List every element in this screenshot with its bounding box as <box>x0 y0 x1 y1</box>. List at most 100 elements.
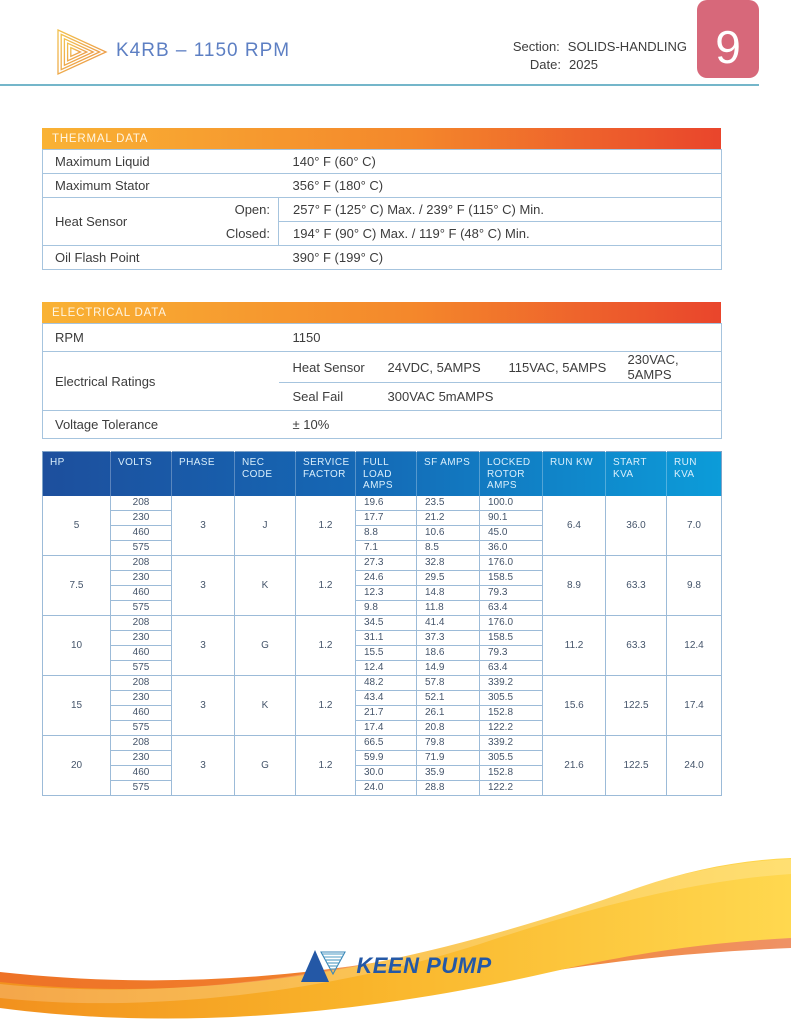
start-kva-cell: 122.5 <box>605 674 667 736</box>
motor-table-row: 10 208 3 G 1.2 34.5 41.4 176.0 11.2 63.3 12.4 <box>42 614 722 676</box>
volts-cell: 575 <box>110 659 172 676</box>
date-label: Date: <box>529 57 561 72</box>
thermal-data-title-bar: THERMAL DATA <box>42 128 721 149</box>
volts-cell: 460 <box>110 524 172 541</box>
full-load-amps-cell: 66.5 <box>355 734 417 751</box>
sf-amps-cell: 35.9 <box>416 764 480 781</box>
full-load-amps-cell: 27.3 <box>355 554 417 571</box>
volts-cell: 208 <box>110 495 172 511</box>
table-row: Maximum Stator 356° F (180° C) <box>42 173 722 198</box>
sf-amps-cell: 32.8 <box>416 554 480 571</box>
rating-value: 300VAC 5mAMPS <box>377 382 722 411</box>
service-factor-cell: 1.2 <box>295 554 356 616</box>
sf-amps-cell: 29.5 <box>416 569 480 586</box>
motor-table-row: 460 8.8 10.6 45.0 <box>43 524 722 541</box>
empty-cell <box>377 410 722 439</box>
motor-table-row: 7.5 208 3 K 1.2 27.3 32.8 176.0 8.9 63.3 9.8 <box>42 554 722 616</box>
page-header: K4RB – 1150 RPM Section: SOLIDS-HANDLING… <box>0 0 791 90</box>
phase-cell: 3 <box>171 674 235 736</box>
row-label: Heat Sensor <box>42 197 213 246</box>
locked-rotor-amps-cell: 63.4 <box>479 659 543 676</box>
phase-cell: 3 <box>171 495 235 556</box>
sf-amps-cell: 41.4 <box>416 614 480 631</box>
locked-rotor-amps-cell: 36.0 <box>479 539 543 556</box>
volts-cell: 208 <box>110 614 172 631</box>
column-header: LOCKED ROTOR AMPS <box>479 451 543 496</box>
volts-cell: 208 <box>110 674 172 691</box>
row-value: 1150 <box>292 330 321 345</box>
full-load-amps-cell: 31.1 <box>355 629 417 646</box>
volts-cell: 230 <box>110 689 172 706</box>
table-row: Seal Fail 300VAC 5mAMPS <box>43 382 722 411</box>
run-kva-cell: 17.4 <box>666 674 722 736</box>
full-load-amps-cell: 17.7 <box>355 509 417 526</box>
run-kw-cell: 8.9 <box>542 554 606 616</box>
electrical-data-section: ELECTRICAL DATA RPM 1150 Electrical Rati… <box>42 302 723 439</box>
nec-code-cell: K <box>234 554 296 616</box>
column-header: RUN KVA <box>666 451 722 496</box>
phase-cell: 3 <box>171 554 235 616</box>
full-load-amps-cell: 17.4 <box>355 719 417 736</box>
sf-amps-cell: 79.8 <box>416 734 480 751</box>
start-kva-cell: 36.0 <box>605 495 667 556</box>
locked-rotor-amps-cell: 152.8 <box>479 764 543 781</box>
locked-rotor-amps-cell: 63.4 <box>479 599 543 616</box>
column-header: HP <box>50 457 65 468</box>
locked-rotor-amps-cell: 176.0 <box>479 614 543 631</box>
row-value: 356° F (180° C) <box>278 173 722 198</box>
row-label: RPM <box>55 330 84 345</box>
motor-table-row: 460 30.0 35.9 152.8 <box>43 764 722 781</box>
full-load-amps-cell: 34.5 <box>355 614 417 631</box>
run-kva-cell: 7.0 <box>666 495 722 556</box>
rating-value: 115VAC, 5AMPS <box>498 351 618 383</box>
volts-cell: 460 <box>110 584 172 601</box>
locked-rotor-amps-cell: 152.8 <box>479 704 543 721</box>
locked-rotor-amps-cell: 176.0 <box>479 554 543 571</box>
locked-rotor-amps-cell: 158.5 <box>479 569 543 586</box>
sf-amps-cell: 71.9 <box>416 749 480 766</box>
start-kva-cell: 63.3 <box>605 614 667 676</box>
rating-value: 230VAC, 5AMPS <box>617 351 722 383</box>
motor-data-section: HP VOLTS PHASE NEC CODE SERVICE FACTOR FULL L… <box>42 451 722 796</box>
row-sublabel: Open: <box>212 197 279 222</box>
sf-amps-cell: 37.3 <box>416 629 480 646</box>
motor-table-row: 230 24.6 29.5 158.5 <box>43 569 722 586</box>
phase-cell: 3 <box>171 614 235 676</box>
volts-cell: 230 <box>110 749 172 766</box>
column-header: SERVICE FACTOR <box>295 451 356 496</box>
hp-cell: 7.5 <box>42 554 111 616</box>
full-load-amps-cell: 15.5 <box>355 644 417 661</box>
row-value: 194° F (90° C) Max. / 119° F (48° C) Min… <box>278 221 722 246</box>
full-load-amps-cell: 12.4 <box>355 659 417 676</box>
row-label: Electrical Ratings <box>42 351 279 411</box>
column-header: VOLTS <box>110 451 172 496</box>
row-value: ± 10% <box>278 410 378 439</box>
hp-cell: 20 <box>42 734 111 796</box>
table-row: Maximum Liquid 140° F (60° C) <box>43 150 722 174</box>
footer-wave-graphic <box>0 858 791 1019</box>
volts-cell: 460 <box>110 704 172 721</box>
thermal-data-section: THERMAL DATA Maximum Liquid 140° F (60° … <box>42 128 722 270</box>
column-header: RUN KW <box>542 451 606 496</box>
run-kw-cell: 11.2 <box>542 614 606 676</box>
locked-rotor-amps-cell: 339.2 <box>479 674 543 691</box>
full-load-amps-cell: 24.6 <box>355 569 417 586</box>
table-row: Closed: 194° F (90° C) Max. / 119° F (48… <box>43 221 722 246</box>
row-label: Voltage Tolerance <box>42 410 279 439</box>
run-kw-cell: 6.4 <box>542 495 606 556</box>
locked-rotor-amps-cell: 158.5 <box>479 629 543 646</box>
locked-rotor-amps-cell: 122.2 <box>479 719 543 736</box>
sf-amps-cell: 10.6 <box>416 524 480 541</box>
motor-table-row: 575 17.4 20.8 122.2 <box>43 719 722 736</box>
full-load-amps-cell: 24.0 <box>355 779 417 796</box>
table-row: RPM 1150 <box>43 324 722 352</box>
full-load-amps-cell: 12.3 <box>355 584 417 601</box>
brand-arrow-icon <box>57 28 108 76</box>
sf-amps-cell: 52.1 <box>416 689 480 706</box>
motor-table-row: 20 208 3 G 1.2 66.5 79.8 339.2 21.6 122.5 24.0 <box>42 734 722 796</box>
service-factor-cell: 1.2 <box>295 734 356 796</box>
column-header: NEC CODE <box>234 451 296 496</box>
column-header: FULL LOAD AMPS <box>355 451 417 496</box>
volts-cell: 575 <box>110 719 172 736</box>
